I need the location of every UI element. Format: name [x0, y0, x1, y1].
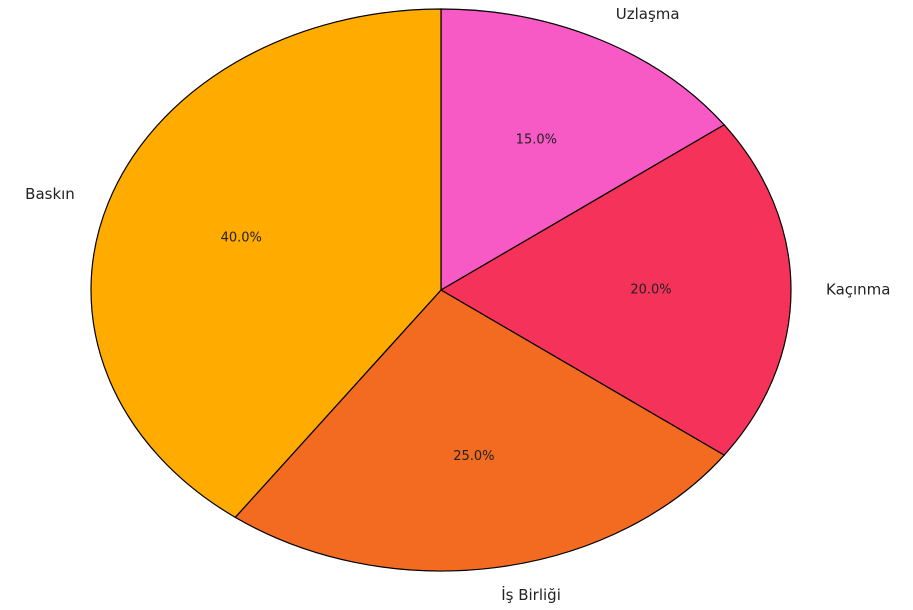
slice-value-label: 20.0%: [630, 283, 671, 298]
slice-label: Baskın: [25, 185, 75, 203]
slice-label: Uzlaşma: [616, 5, 680, 23]
pie-slice: [90, 8, 442, 519]
slice-value-label: 15.0%: [516, 132, 557, 147]
slice-value-label: 40.0%: [221, 230, 262, 245]
slice-value-label: 25.0%: [453, 449, 494, 464]
pie-slice: [234, 289, 726, 572]
slice-label: Kaçınma: [826, 281, 891, 299]
pie-slice: [439, 124, 792, 456]
pie-slice: [440, 8, 726, 292]
slice-label: İş Birliği: [501, 585, 561, 604]
